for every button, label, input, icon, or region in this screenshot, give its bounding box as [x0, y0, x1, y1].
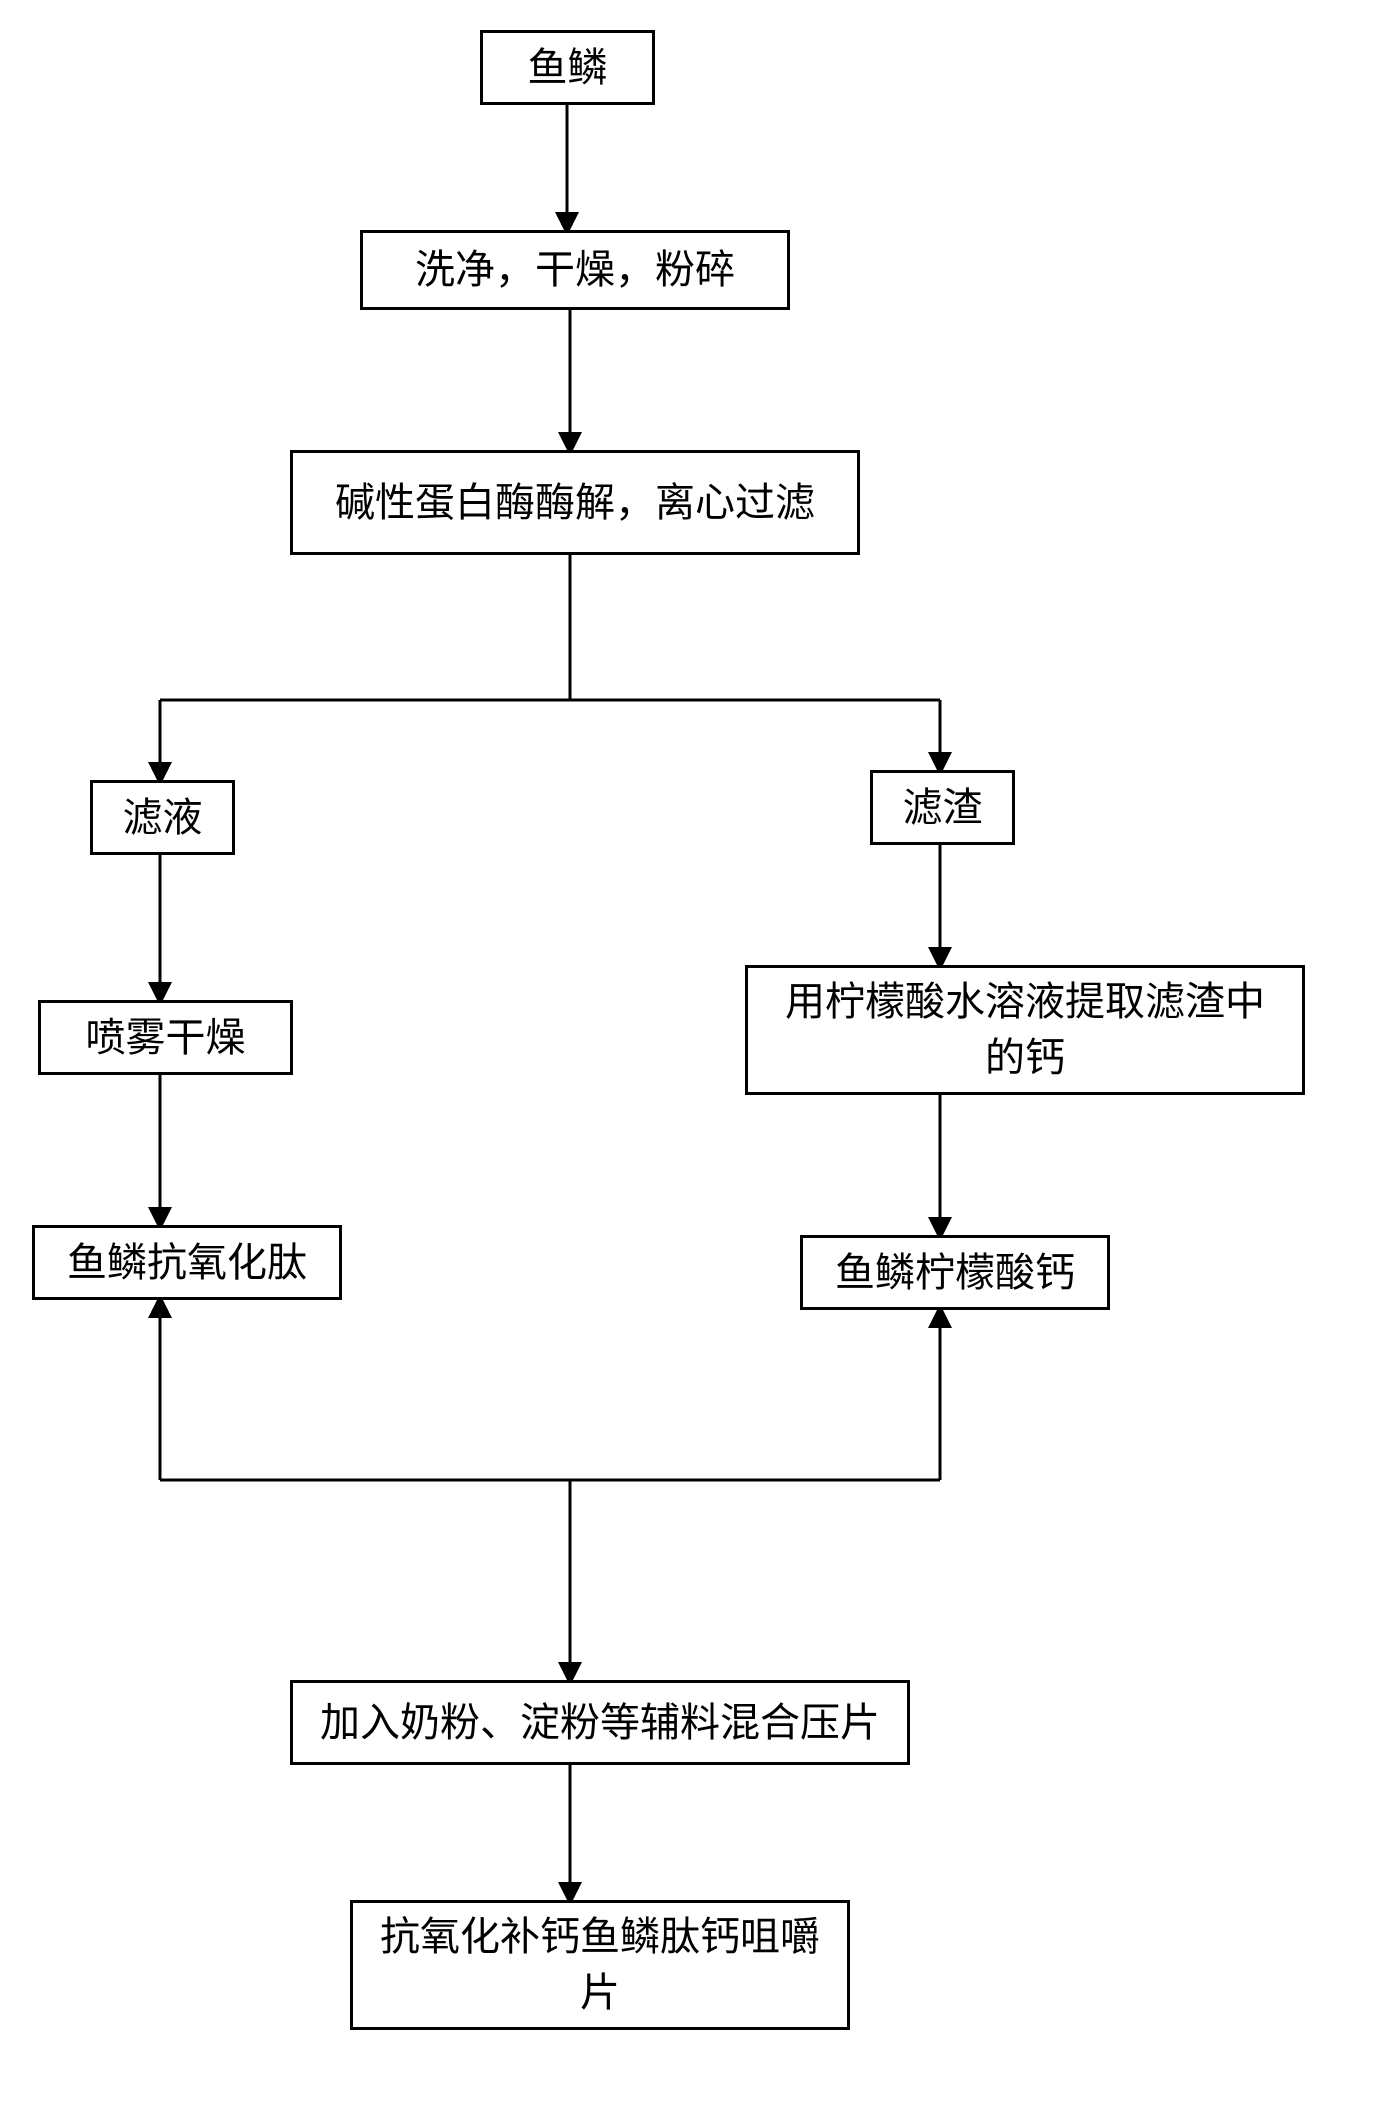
- flowchart-node-n3: 碱性蛋白酶酶解，离心过滤: [290, 450, 860, 555]
- flowchart-node-n5: 滤渣: [870, 770, 1015, 845]
- flowchart-node-n9: 鱼鳞柠檬酸钙: [800, 1235, 1110, 1310]
- flowchart-node-n8: 鱼鳞抗氧化肽: [32, 1225, 342, 1300]
- flowchart-node-n1: 鱼鳞: [480, 30, 655, 105]
- flowchart-node-n10: 加入奶粉、淀粉等辅料混合压片: [290, 1680, 910, 1765]
- flowchart-node-n6: 喷雾干燥: [38, 1000, 293, 1075]
- flowchart-node-n11: 抗氧化补钙鱼鳞肽钙咀嚼片: [350, 1900, 850, 2030]
- flowchart-node-n2: 洗净，干燥，粉碎: [360, 230, 790, 310]
- flowchart-node-n7: 用柠檬酸水溶液提取滤渣中的钙: [745, 965, 1305, 1095]
- flowchart-node-n4: 滤液: [90, 780, 235, 855]
